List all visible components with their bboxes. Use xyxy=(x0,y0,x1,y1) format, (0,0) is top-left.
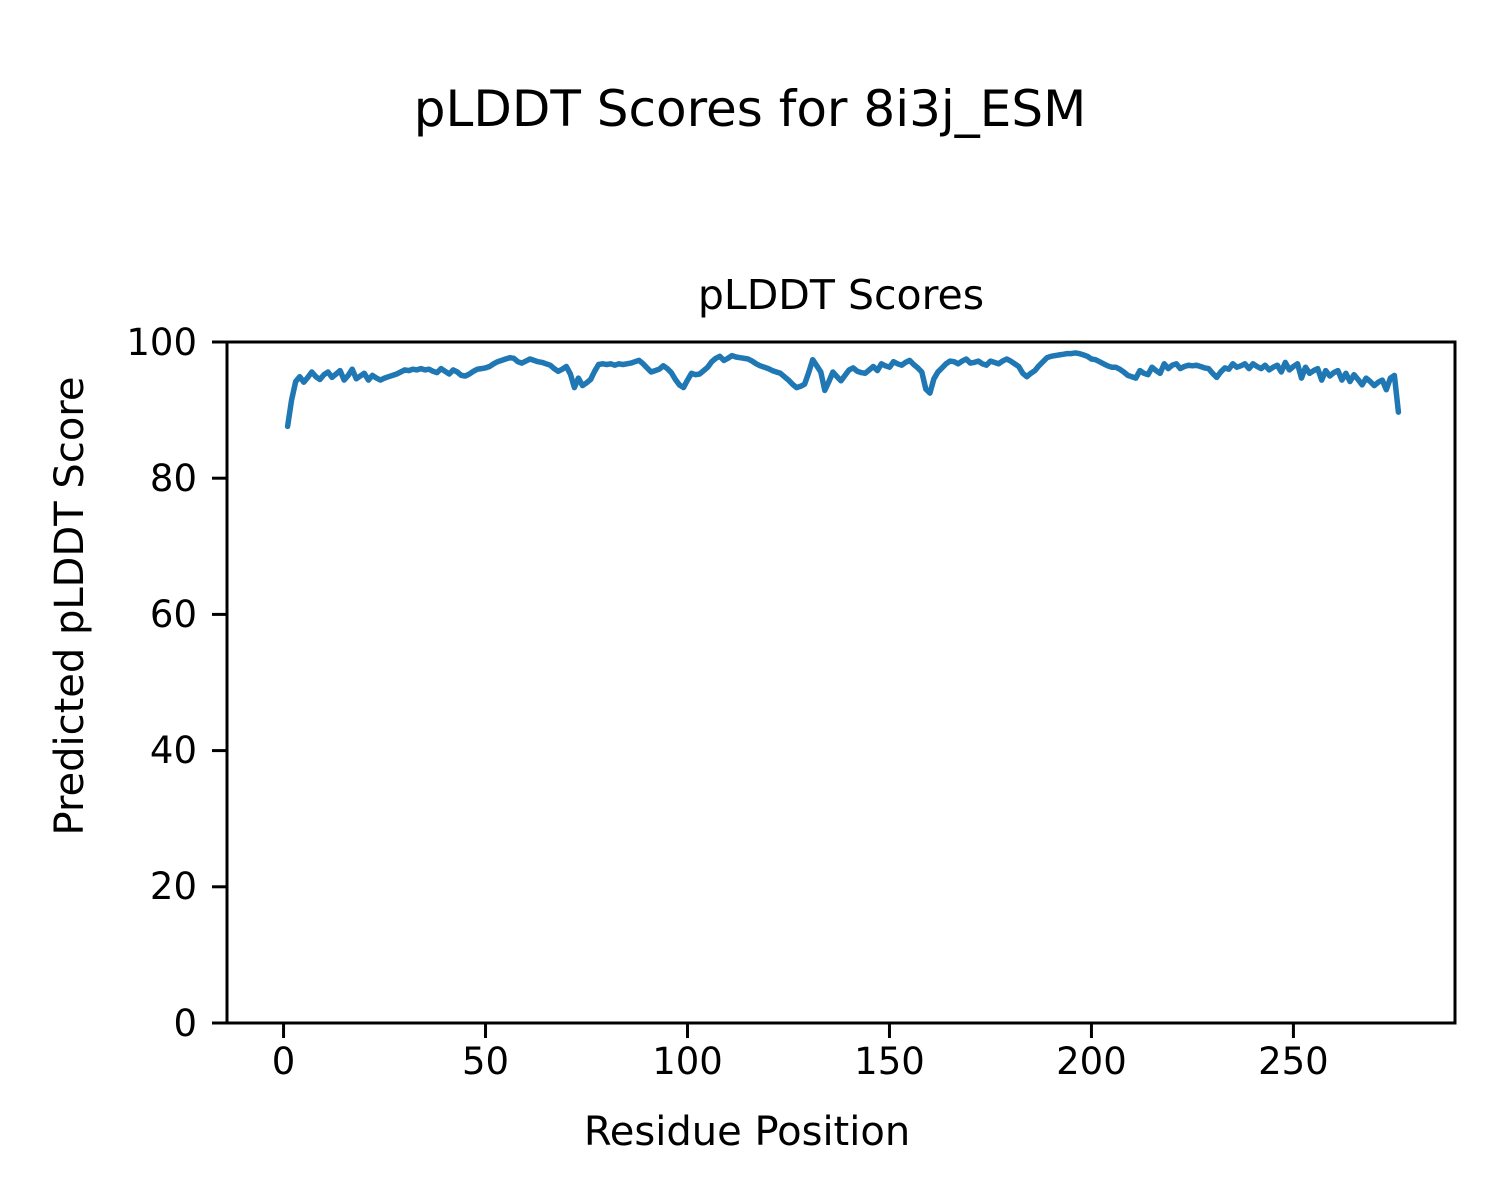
axes-title: pLDDT Scores xyxy=(697,271,985,319)
y-tick-label: 80 xyxy=(149,456,197,500)
y-tick-label: 20 xyxy=(149,865,197,909)
figure-suptitle: pLDDT Scores for 8i3j_ESM xyxy=(413,80,1087,138)
x-tick-label: 150 xyxy=(854,1040,925,1083)
x-tick-label: 0 xyxy=(271,1040,296,1083)
x-tick-label: 250 xyxy=(1258,1040,1329,1083)
x-tick-label: 50 xyxy=(461,1040,510,1083)
plot-border xyxy=(225,340,1457,1025)
plot-area xyxy=(212,340,1457,1038)
x-tick-label: 200 xyxy=(1056,1040,1127,1083)
plddt-line xyxy=(284,350,1402,430)
axis-ticks xyxy=(212,340,1295,1038)
x-axis-label: Residue Position xyxy=(583,1109,911,1155)
y-tick-label: 100 xyxy=(126,320,197,364)
y-tick-label: 0 xyxy=(173,1001,197,1045)
x-tick-label: 100 xyxy=(652,1040,723,1083)
y-tick-label: 60 xyxy=(149,592,197,636)
y-tick-label: 40 xyxy=(149,729,197,773)
